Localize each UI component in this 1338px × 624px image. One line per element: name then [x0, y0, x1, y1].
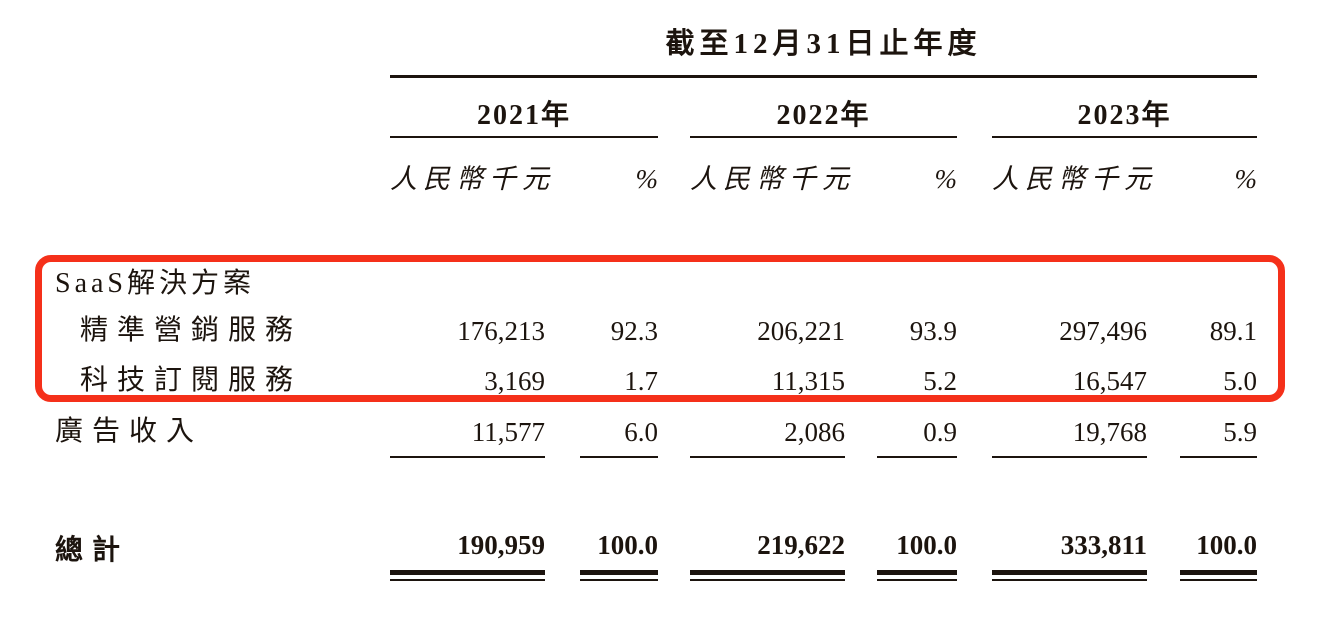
cell-2021-amount: 3,169: [484, 366, 545, 396]
cell-2022-pct: 0.9: [877, 414, 957, 458]
cell-2022-amount: 206,221: [757, 316, 845, 346]
cell-2023-pct: 5.0: [1223, 366, 1257, 396]
table-row-advertising: 廣告收入 11,577 6.0 2,086 0.9 19,768 5.9: [0, 414, 1338, 458]
table-header-row: 截至12月31日止年度: [0, 0, 1338, 62]
row-label-saas-section: SaaS解決方案: [55, 268, 256, 299]
table-row-saas-section: SaaS解決方案: [0, 262, 1338, 306]
cell-2022-pct-total: 100.0: [877, 528, 957, 581]
row-label-advertising: 廣告收入: [55, 416, 204, 447]
double-rule: [580, 570, 658, 581]
cell-2023-amount: 19,768: [992, 414, 1147, 458]
unit-header-row: 人民幣千元 % 人民幣千元 % 人民幣千元 %: [0, 162, 1338, 196]
cell-2021-pct-total: 100.0: [580, 528, 658, 581]
pct-header-2022: %: [934, 164, 958, 194]
cell-2022-pct: 5.2: [923, 366, 957, 396]
cell-2023-pct-total: 100.0: [1180, 528, 1257, 581]
cell-2021-pct: 1.7: [624, 366, 658, 396]
cell-2022-amount: 2,086: [690, 414, 845, 458]
cell-2023-amount: 16,547: [1072, 366, 1147, 396]
header-rule-row: [0, 75, 1338, 78]
cell-2023-amount: 297,496: [1059, 316, 1147, 346]
table-row-total: 總計 190,959 100.0 219,622 100.0 333,811 1…: [0, 528, 1338, 581]
cell-2021-amount: 11,577: [390, 414, 545, 458]
cell-2023-amount-total: 333,811: [992, 528, 1147, 581]
cell-2021-amount: 176,213: [457, 316, 545, 346]
cell-2021-pct: 6.0: [580, 414, 658, 458]
row-label-total: 總計: [55, 535, 130, 566]
cell-2023-pct: 89.1: [1209, 316, 1257, 346]
double-rule: [1180, 570, 1257, 581]
cell-2022-pct: 93.9: [909, 316, 957, 346]
unit-header-2022: 人民幣千元: [690, 164, 855, 194]
table-row-tech-subscription: 科技訂閱服務 3,169 1.7 11,315 5.2 16,547 5.0: [0, 356, 1338, 406]
cell-2022-amount: 11,315: [771, 366, 845, 396]
year-header-2023: 2023年: [992, 78, 1257, 138]
double-rule: [690, 570, 845, 581]
unit-header-2023: 人民幣千元: [992, 164, 1157, 194]
row-label-precision-marketing: 精準營銷服務: [80, 315, 303, 346]
table-row-precision-marketing: 精準營銷服務 176,213 92.3 206,221 93.9 297,496…: [0, 306, 1338, 356]
double-rule: [992, 570, 1147, 581]
year-header-2021: 2021年: [390, 78, 658, 138]
cell-2022-amount-total: 219,622: [690, 528, 845, 581]
cell-2021-pct: 92.3: [610, 316, 658, 346]
year-header-2022: 2022年: [690, 78, 957, 138]
double-rule: [390, 570, 545, 581]
year-header-row: 2021年 2022年 2023年: [0, 78, 1338, 138]
cell-2023-pct: 5.9: [1180, 414, 1257, 458]
cell-2021-amount-total: 190,959: [390, 528, 545, 581]
pct-header-2023: %: [1234, 164, 1258, 194]
pct-header-2021: %: [635, 164, 659, 194]
unit-header-2021: 人民幣千元: [390, 164, 555, 194]
double-rule: [877, 570, 957, 581]
header-rule: [390, 75, 1257, 78]
period-title: 截至12月31日止年度: [665, 28, 982, 60]
row-label-tech-subscription: 科技訂閱服務: [80, 365, 303, 396]
